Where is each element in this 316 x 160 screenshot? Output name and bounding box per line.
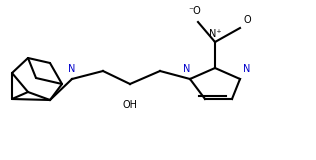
Text: OH: OH xyxy=(123,100,137,110)
Text: N: N xyxy=(68,64,76,74)
Text: N⁺: N⁺ xyxy=(209,29,221,39)
Text: N: N xyxy=(243,64,251,74)
Text: ⁻O: ⁻O xyxy=(188,6,201,16)
Text: N: N xyxy=(183,64,191,74)
Text: O: O xyxy=(243,15,251,25)
